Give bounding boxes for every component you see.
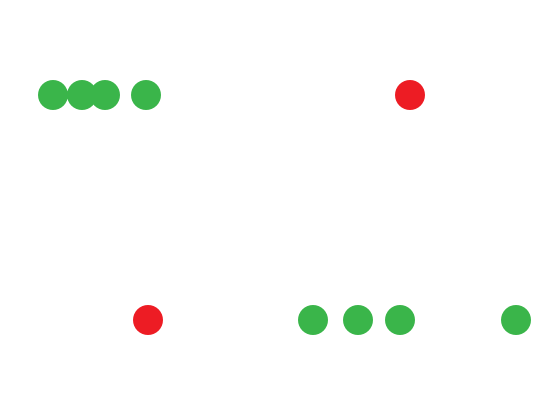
dot-row1-3 [90,80,120,110]
dot-row2-4 [385,305,415,335]
dot-row1-5 [395,80,425,110]
dot-row2-5 [501,305,531,335]
dot-row2-3 [343,305,373,335]
dot-row2-2 [298,305,328,335]
dot-row1-1 [38,80,68,110]
dot-row2-1 [133,305,163,335]
dot-row1-4 [131,80,161,110]
